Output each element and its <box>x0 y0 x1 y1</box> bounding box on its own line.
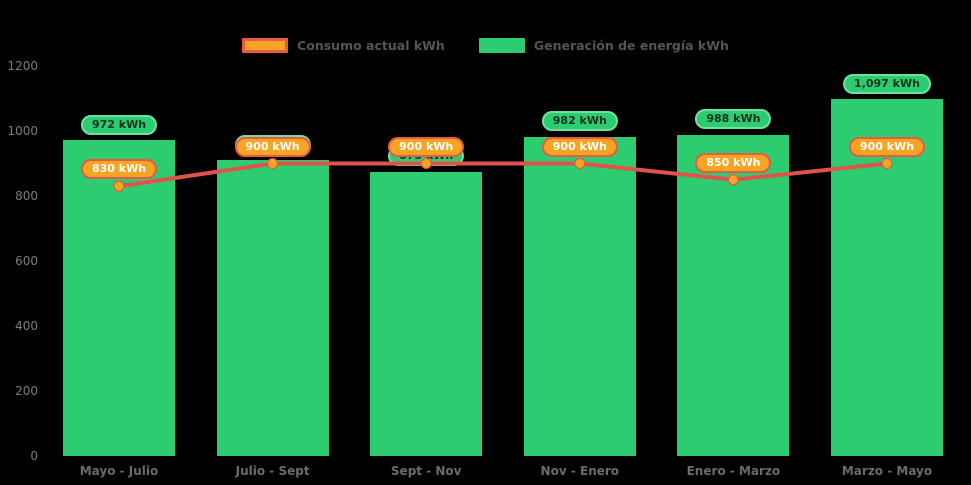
bar-value-label: 972 kWh <box>80 114 158 135</box>
consumption-value-label: 900 kWh <box>388 136 465 157</box>
consumption-value-label: 830 kWh <box>80 159 158 180</box>
consumption-value-label: 850 kWh <box>695 152 772 173</box>
y-axis-label: 0 <box>30 449 38 463</box>
x-axis-label: Mayo - Julio <box>79 464 159 478</box>
y-axis-label: 600 <box>15 254 38 268</box>
legend-item-generacion[interactable]: Generación de energía kWh <box>478 38 729 53</box>
line-point[interactable] <box>574 158 586 169</box>
line-point[interactable] <box>881 158 893 169</box>
x-axis-label: Enero - Marzo <box>686 464 781 478</box>
y-axis-label: 1200 <box>7 59 38 73</box>
legend-item-consumo[interactable]: Consumo actual kWh <box>242 38 445 53</box>
chart-legend: Consumo actual kWh Generación de energía… <box>0 38 971 53</box>
line-point[interactable] <box>420 158 432 169</box>
bar-value-label: 1,097 kWh <box>843 73 931 94</box>
generacion-swatch-icon <box>478 38 525 53</box>
bar-value-label: 982 kWh <box>541 111 618 132</box>
generation-bar[interactable] <box>370 171 483 456</box>
y-axis-label: 800 <box>15 189 38 203</box>
consumption-value-label: 900 kWh <box>234 136 311 157</box>
x-axis-label: Nov - Enero <box>540 464 620 478</box>
consumo-swatch-icon <box>242 38 289 53</box>
line-point[interactable] <box>267 158 279 169</box>
generation-bar[interactable] <box>216 160 329 456</box>
x-axis-label: Marzo - Mayo <box>841 464 933 478</box>
legend-label-generacion: Generación de energía kWh <box>533 38 729 53</box>
line-point[interactable] <box>113 180 125 192</box>
generation-bar[interactable] <box>63 140 175 456</box>
bar-value-label: 988 kWh <box>695 109 772 130</box>
y-axis-label: 200 <box>15 384 38 398</box>
y-axis-label: 1000 <box>7 124 38 138</box>
y-axis-label: 400 <box>15 319 38 333</box>
generation-bar[interactable] <box>523 136 636 456</box>
generation-bar[interactable] <box>677 134 790 456</box>
consumption-value-label: 900 kWh <box>541 136 618 157</box>
legend-label-consumo: Consumo actual kWh <box>297 38 445 53</box>
line-point[interactable] <box>727 174 739 186</box>
consumption-value-label: 900 kWh <box>848 136 926 157</box>
x-axis-label: Julio - Sept <box>235 464 310 478</box>
x-axis-label: Sept - Nov <box>390 464 462 478</box>
